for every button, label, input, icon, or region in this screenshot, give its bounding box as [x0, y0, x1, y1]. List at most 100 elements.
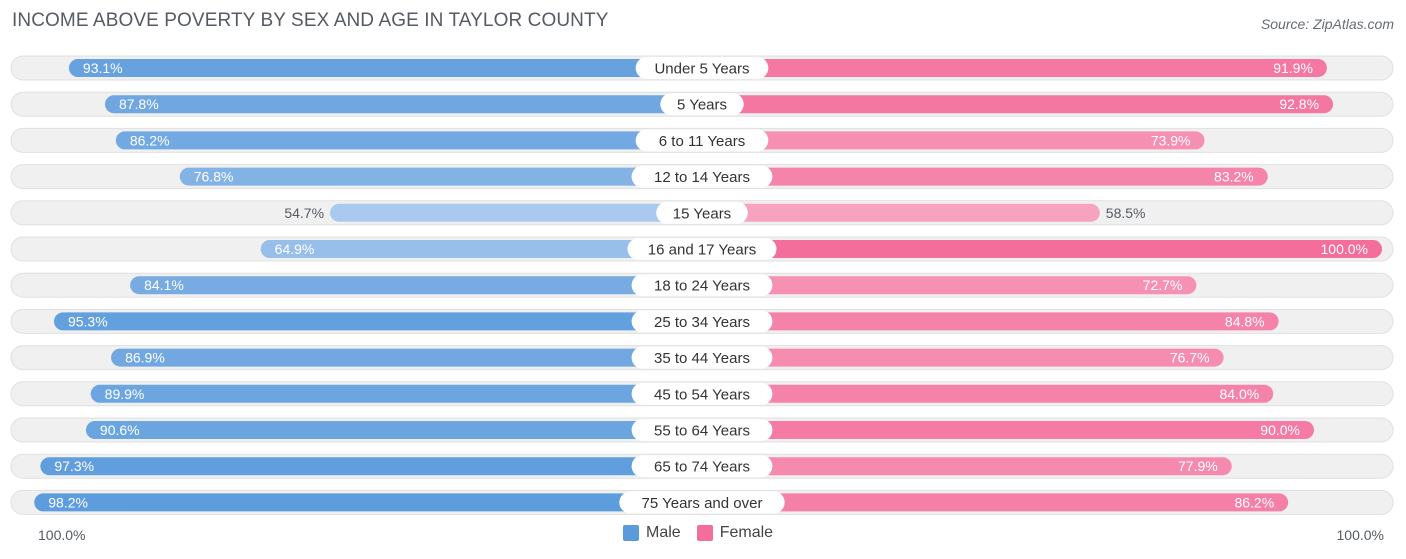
category-pill	[619, 491, 785, 514]
value-label-male: 93.1%	[83, 60, 123, 76]
category-pill	[631, 274, 773, 297]
value-label-female: 91.9%	[1273, 60, 1313, 76]
bar-female	[702, 59, 1327, 77]
value-label-female: 90.0%	[1260, 422, 1300, 438]
value-label-female: 76.7%	[1170, 350, 1210, 366]
category-label: 15 Years	[673, 205, 731, 222]
bar-row: 87.8% 92.8% 5 Years	[10, 91, 1394, 117]
category-pill	[627, 238, 777, 260]
category-label: 75 Years and over	[642, 495, 763, 512]
bar-male	[85, 421, 703, 439]
bar-row: 64.9% 100.0% 16 and 17 Years	[10, 236, 1394, 262]
value-label-female: 86.2%	[1234, 494, 1274, 510]
value-label-female: 100.0%	[1321, 241, 1368, 257]
category-pill	[631, 419, 773, 441]
value-label-male: 54.7%	[284, 205, 324, 221]
value-label-female: 77.9%	[1178, 458, 1218, 474]
bar-row: 54.7% 58.5% 15 Years	[10, 200, 1394, 226]
value-label-male: 97.3%	[54, 458, 94, 474]
value-label-male: 86.9%	[125, 350, 165, 366]
category-label: 16 and 17 Years	[648, 242, 756, 259]
bar-female	[702, 312, 1279, 331]
category-pill	[631, 382, 773, 405]
bar-row: 86.9% 76.7% 35 to 44 Years	[10, 345, 1394, 371]
category-pill	[631, 455, 773, 478]
value-label-male: 64.9%	[275, 241, 315, 257]
legend-label-male: Male	[646, 524, 681, 541]
bar-male	[260, 240, 702, 258]
value-label-male: 87.8%	[119, 96, 159, 112]
category-label: 35 to 44 Years	[654, 350, 750, 367]
value-label-male: 89.9%	[105, 386, 145, 402]
bar-male	[330, 203, 702, 222]
value-label-female: 84.0%	[1219, 386, 1259, 402]
bar-row: 97.3% 77.9% 65 to 74 Years	[10, 453, 1394, 479]
bar-row: 98.2% 86.2% 75 Years and over	[10, 489, 1394, 515]
bar-row: 95.3% 84.8% 25 to 34 Years	[10, 308, 1394, 334]
category-label: Under 5 Years	[654, 61, 749, 78]
bar-female	[702, 131, 1205, 150]
bar-male	[68, 59, 703, 77]
bar-male	[111, 348, 702, 367]
bar-female	[702, 203, 1100, 222]
value-label-male: 90.6%	[100, 422, 140, 438]
bar-male	[90, 384, 703, 403]
category-pill	[660, 93, 744, 116]
bar-male	[130, 276, 702, 295]
legend-item-female: Female	[696, 524, 774, 542]
legend-item-male: Male	[623, 524, 681, 542]
value-label-female: 84.8%	[1225, 313, 1265, 329]
bar-male	[53, 312, 702, 331]
source-credit: Source: ZipAtlas.com	[1260, 16, 1394, 32]
bar-male	[115, 131, 703, 150]
value-label-male: 95.3%	[68, 313, 108, 329]
bar-female	[702, 384, 1274, 403]
value-label-female: 83.2%	[1214, 169, 1254, 185]
category-pill	[631, 165, 773, 188]
value-label-female: 92.8%	[1279, 96, 1319, 112]
value-label-male: 84.1%	[144, 277, 184, 293]
category-pill	[635, 57, 769, 79]
value-label-female: 72.7%	[1143, 277, 1183, 293]
bar-row: 76.8% 83.2% 12 to 14 Years	[10, 164, 1394, 190]
bar-female	[702, 95, 1334, 114]
bar-row: 84.1% 72.7% 18 to 24 Years	[10, 272, 1394, 298]
category-pill	[656, 201, 748, 224]
bar-row: 93.1% 91.9% Under 5 Years	[10, 55, 1394, 81]
category-label: 12 to 14 Years	[654, 169, 750, 186]
bar-male	[179, 167, 702, 186]
value-label-female: 58.5%	[1106, 205, 1146, 221]
category-label: 55 to 64 Years	[654, 423, 750, 440]
category-label: 18 to 24 Years	[654, 278, 750, 295]
category-pill	[631, 346, 773, 369]
category-pill	[631, 310, 773, 333]
chart-title: INCOME ABOVE POVERTY BY SEX AND AGE IN T…	[12, 10, 609, 31]
bar-row: 90.6% 90.0% 55 to 64 Years	[10, 417, 1394, 443]
bar-female	[702, 348, 1224, 367]
category-label: 5 Years	[677, 97, 727, 114]
bar-female	[702, 421, 1314, 439]
bar-female	[702, 493, 1289, 512]
bar-row: 89.9% 84.0% 45 to 54 Years	[10, 381, 1394, 407]
legend: Male Female	[623, 524, 789, 542]
bar-male	[104, 95, 702, 114]
category-label: 6 to 11 Years	[659, 133, 745, 150]
axis-left-label: 100.0%	[38, 527, 86, 543]
category-pill	[635, 129, 769, 152]
bar-female	[702, 240, 1382, 258]
legend-label-female: Female	[719, 524, 774, 541]
axis-right-label: 100.0%	[1336, 527, 1384, 543]
legend-swatch-male	[623, 525, 639, 541]
bar-row: 86.2% 73.9% 6 to 11 Years	[10, 127, 1394, 153]
category-label: 25 to 34 Years	[654, 314, 750, 331]
bar-male	[40, 457, 703, 476]
value-label-male: 98.2%	[48, 494, 88, 510]
category-label: 45 to 54 Years	[654, 386, 750, 403]
category-label: 65 to 74 Years	[654, 459, 750, 476]
value-label-male: 86.2%	[130, 132, 170, 148]
legend-swatch-female	[696, 525, 713, 541]
bar-female	[702, 276, 1197, 295]
value-label-female: 73.9%	[1151, 132, 1191, 148]
bar-male	[34, 493, 703, 512]
